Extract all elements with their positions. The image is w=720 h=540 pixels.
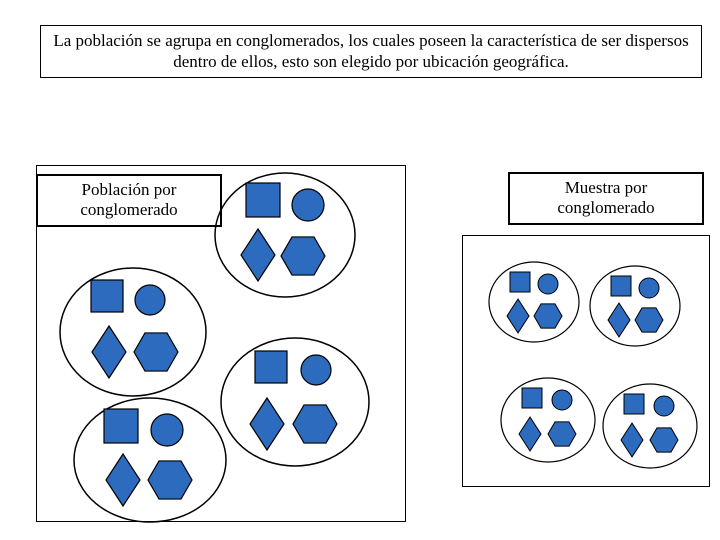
circle-shape: [538, 274, 558, 294]
hexagon-shape: [534, 304, 562, 328]
hexagon-shape: [281, 237, 325, 275]
cluster-ellipse: [60, 268, 206, 396]
diagram-canvas: [0, 0, 720, 540]
cluster-ellipse: [590, 266, 680, 346]
square-shape: [246, 183, 280, 217]
square-shape: [510, 272, 530, 292]
diamond-shape: [106, 454, 140, 506]
hexagon-shape: [148, 461, 192, 499]
circle-shape: [292, 189, 324, 221]
circle-shape: [151, 414, 183, 446]
cluster-ellipse: [221, 338, 369, 466]
diamond-shape: [621, 423, 643, 457]
hexagon-shape: [650, 428, 678, 452]
diamond-shape: [241, 229, 275, 281]
square-shape: [522, 388, 542, 408]
circle-shape: [301, 355, 331, 385]
circle-shape: [654, 396, 674, 416]
hexagon-shape: [635, 308, 663, 332]
diamond-shape: [92, 326, 126, 378]
diamond-shape: [519, 417, 541, 451]
hexagon-shape: [293, 405, 337, 443]
diamond-shape: [507, 299, 529, 333]
diamond-shape: [250, 398, 284, 450]
square-shape: [624, 394, 644, 414]
hexagon-shape: [134, 333, 178, 371]
diamond-shape: [608, 303, 630, 337]
square-shape: [611, 276, 631, 296]
cluster-ellipse: [215, 173, 355, 297]
circle-shape: [135, 285, 165, 315]
hexagon-shape: [548, 422, 576, 446]
square-shape: [255, 351, 287, 383]
cluster-ellipse: [74, 398, 226, 522]
square-shape: [91, 280, 123, 312]
circle-shape: [552, 390, 572, 410]
circle-shape: [639, 278, 659, 298]
cluster-ellipse: [489, 262, 579, 342]
cluster-ellipse: [603, 384, 697, 468]
cluster-ellipse: [501, 378, 595, 462]
square-shape: [104, 409, 138, 443]
